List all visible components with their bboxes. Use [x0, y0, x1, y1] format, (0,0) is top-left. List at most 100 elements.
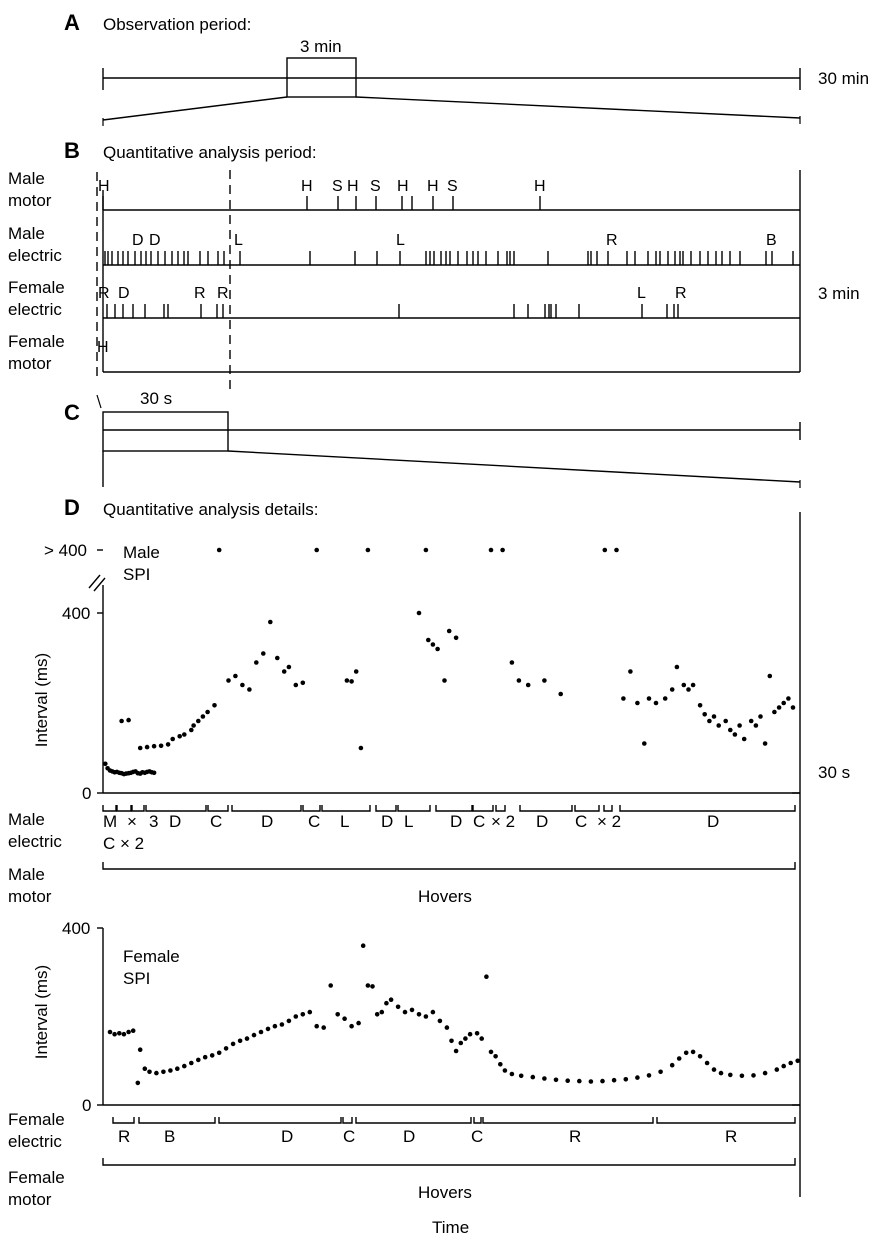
data-point — [275, 655, 280, 661]
row-label-female-electric-2: electric — [8, 300, 62, 319]
data-point — [293, 682, 299, 688]
data-point — [697, 1054, 703, 1059]
data-point — [600, 1078, 605, 1084]
axis-break-mark — [93, 577, 106, 592]
data-point — [449, 1038, 454, 1044]
data-point — [697, 703, 703, 708]
event-letter: H — [347, 178, 359, 195]
male-ytick-overflow: > 400 — [44, 541, 87, 560]
segment-label: D — [381, 812, 393, 831]
female-electric-label-1: Female — [8, 1110, 65, 1129]
data-point — [253, 660, 259, 665]
data-point — [646, 1073, 652, 1078]
male-spi-chart: 0 400 > 400 Interval (ms) Male SPI — [32, 541, 800, 803]
male-motor-label-2: motor — [8, 887, 52, 906]
female-points — [107, 943, 800, 1086]
data-point — [646, 696, 652, 701]
segment-label: C — [308, 812, 320, 831]
male-motor-label-1: Male — [8, 865, 45, 884]
data-point — [467, 1031, 473, 1037]
data-point — [565, 1078, 570, 1083]
data-point — [126, 1029, 131, 1035]
data-point — [307, 1009, 313, 1015]
data-point — [758, 714, 763, 719]
segment-label: D — [450, 812, 462, 831]
segment-label: D — [169, 812, 181, 831]
male-chart-title-2: SPI — [123, 565, 150, 584]
data-point — [518, 1073, 524, 1079]
data-point — [458, 1040, 464, 1046]
data-point — [196, 1057, 201, 1063]
female-motor-label-1: Female — [8, 1168, 65, 1187]
segment-label: C — [473, 812, 485, 831]
data-point — [426, 637, 431, 643]
data-point — [216, 1050, 222, 1056]
data-point — [748, 718, 754, 724]
male-electric-ticks — [104, 251, 794, 265]
event-letter: R — [217, 285, 229, 302]
data-point — [268, 619, 273, 625]
data-point — [130, 1028, 136, 1033]
data-point — [502, 1068, 508, 1073]
data-point — [690, 1049, 696, 1055]
data-point — [762, 1070, 768, 1076]
segment-bracket — [482, 1117, 654, 1124]
female-electric-ticks — [106, 304, 679, 318]
panel-b-duration: 3 min — [818, 284, 860, 303]
segment-bracket — [603, 805, 613, 812]
data-point — [437, 1018, 443, 1024]
data-point — [384, 1000, 389, 1006]
data-point — [170, 736, 175, 742]
panel-a-box-label: 3 min — [300, 37, 342, 56]
panel-b-letter: B — [64, 138, 80, 163]
data-point — [314, 1023, 320, 1029]
segment-bracket — [656, 1117, 796, 1124]
data-point — [182, 732, 187, 737]
data-point — [286, 664, 292, 670]
data-point — [402, 1009, 408, 1015]
data-point — [623, 1077, 629, 1082]
event-letter: H — [397, 178, 409, 195]
event-letter: L — [637, 285, 646, 302]
data-point — [117, 1031, 122, 1036]
data-point — [147, 1069, 152, 1075]
panel-c-duration: 30 s — [818, 763, 850, 782]
data-point — [370, 984, 375, 989]
data-point — [272, 1023, 278, 1029]
data-point — [281, 669, 287, 674]
data-point — [258, 1029, 264, 1035]
data-point — [209, 1053, 215, 1058]
data-point — [542, 1076, 547, 1081]
data-point — [240, 682, 245, 688]
data-point — [300, 1012, 306, 1017]
data-point — [453, 635, 459, 641]
female-chart-title-1: Female — [123, 947, 180, 966]
data-point — [154, 1070, 159, 1076]
data-point — [223, 1046, 229, 1051]
segment-bracket — [207, 805, 229, 812]
data-point — [344, 678, 350, 683]
segment-bracket — [102, 805, 117, 812]
panel-d-title: Quantitative analysis details: — [103, 500, 318, 519]
data-point — [676, 1056, 682, 1061]
event-letter: H — [427, 178, 439, 195]
segment-label: D — [707, 812, 719, 831]
data-point — [112, 1031, 117, 1037]
data-point — [205, 709, 210, 715]
data-point — [681, 682, 687, 688]
data-point — [542, 678, 547, 683]
data-point — [707, 718, 712, 724]
panel-a-zoom-left — [102, 96, 288, 121]
female-electric-segments: R B D C D C R R — [112, 1117, 796, 1146]
data-point — [103, 761, 108, 767]
male-electric-events: D D L L R B — [132, 232, 777, 249]
female-spi-chart: 0 400 Interval (ms) Female SPI — [32, 919, 800, 1115]
segment-label: × 2 — [597, 812, 621, 831]
event-letter: S — [332, 178, 343, 195]
data-point — [202, 1054, 208, 1060]
data-point — [353, 669, 359, 674]
event-letter: L — [234, 232, 243, 249]
data-point — [577, 1078, 582, 1084]
data-point — [430, 642, 436, 647]
